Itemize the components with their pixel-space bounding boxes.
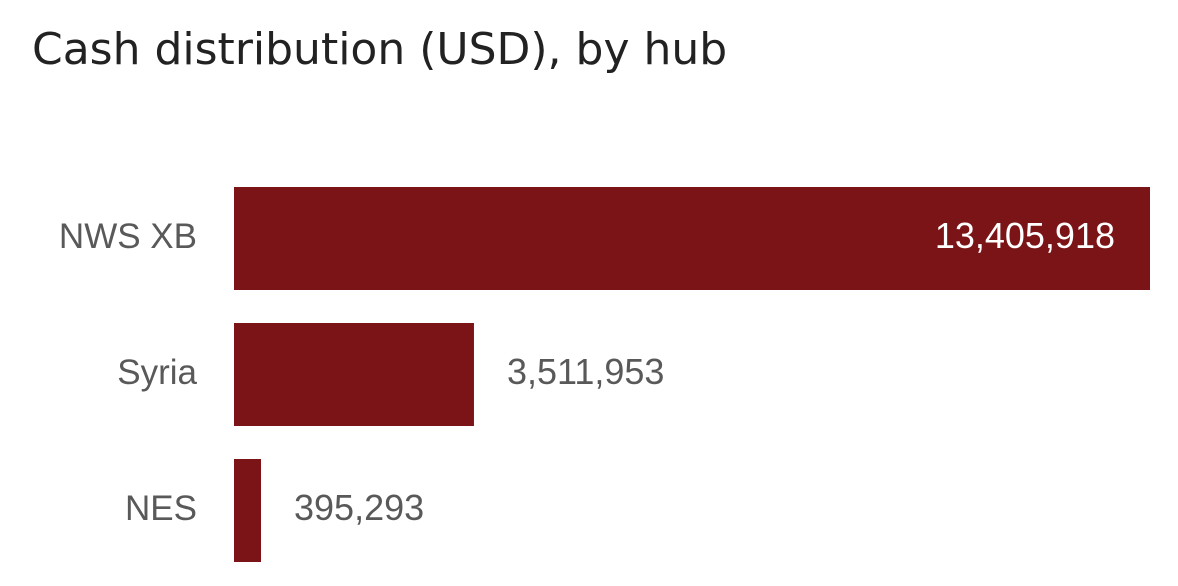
y-tick-label: NES — [125, 489, 197, 528]
bar — [234, 459, 262, 562]
y-tick-label: NWS XB — [59, 217, 197, 256]
bar — [234, 323, 474, 426]
value-label: 395,293 — [294, 487, 424, 528]
value-label: 13,405,918 — [935, 215, 1115, 256]
bar — [234, 187, 1150, 290]
value-label: 3,511,953 — [507, 351, 664, 392]
chart-title: Cash distribution (USD), by hub — [32, 24, 727, 75]
y-tick-label: Syria — [117, 353, 197, 392]
